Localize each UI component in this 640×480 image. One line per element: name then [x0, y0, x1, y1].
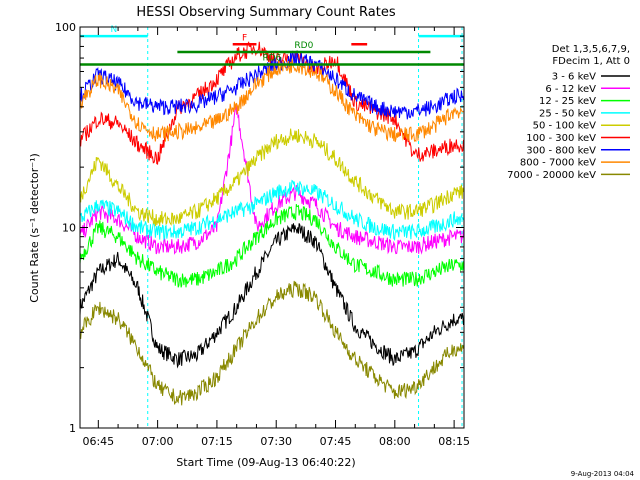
series-line — [79, 41, 464, 165]
y-tick-label: 1 — [69, 422, 76, 435]
legend-label: 25 - 50 keV — [539, 108, 596, 119]
series-line — [79, 105, 464, 255]
y-tick-label: 10 — [62, 222, 76, 235]
series-line — [79, 179, 464, 242]
series-line — [79, 58, 464, 143]
x-tick-label: 07:30 — [260, 435, 292, 448]
legend-header: FDecim 1, Att 0 — [552, 56, 630, 67]
series-line — [79, 128, 464, 227]
x-tick-label: 07:45 — [320, 435, 352, 448]
y-axis-label: Count Rate (s⁻¹ detector⁻¹) — [28, 153, 41, 303]
x-tick-label: 07:00 — [142, 435, 174, 448]
legend-label: 100 - 300 keV — [526, 133, 596, 144]
legend-label: 7000 - 20000 keV — [507, 170, 596, 181]
x-axis-label: Start Time (09-Aug-13 06:40:22) — [176, 456, 355, 469]
series-line — [79, 280, 464, 406]
legend-label: 12 - 25 keV — [539, 96, 596, 107]
flag-label: RD6 — [263, 54, 282, 64]
series-line — [79, 223, 464, 369]
x-tick-label: 06:45 — [82, 435, 114, 448]
series-line — [79, 50, 464, 120]
y-tick-label: 100 — [55, 21, 76, 34]
footer-timestamp: 9-Aug-2013 04:04 — [571, 470, 635, 478]
flag-label: N — [110, 25, 117, 35]
x-tick-label: 07:15 — [201, 435, 233, 448]
x-tick-label: 08:00 — [379, 435, 411, 448]
legend-label: 800 - 7000 keV — [520, 158, 596, 169]
flag-label: F — [242, 33, 247, 43]
legend-header: Det 1,3,5,6,7,9, — [552, 44, 630, 55]
legend-label: 3 - 6 keV — [552, 72, 596, 83]
flag-label: RD0 — [294, 41, 313, 51]
legend-label: 50 - 100 keV — [533, 121, 597, 132]
legend-label: 300 - 800 keV — [526, 145, 596, 156]
legend-label: 6 - 12 keV — [545, 84, 596, 95]
chart-title: HESSI Observing Summary Count Rates — [136, 5, 395, 20]
series-line — [79, 203, 464, 288]
x-tick-label: 08:15 — [438, 435, 470, 448]
